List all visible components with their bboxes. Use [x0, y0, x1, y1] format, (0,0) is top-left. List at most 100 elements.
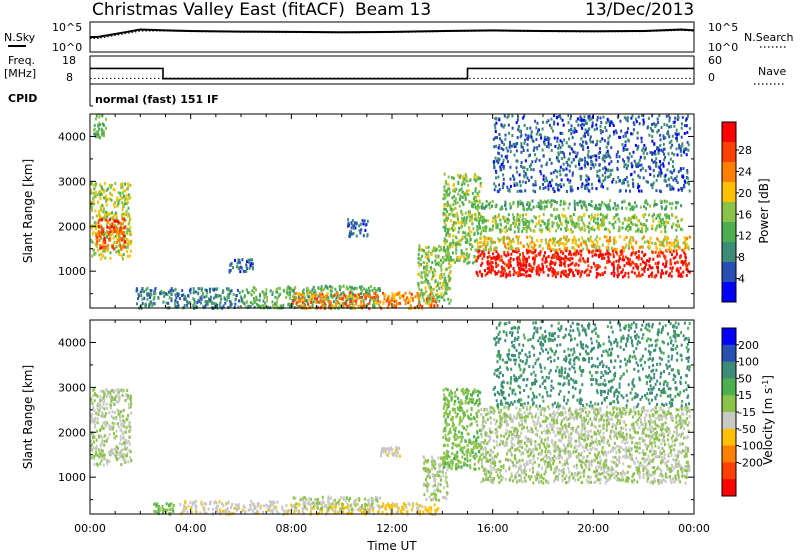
power-cell — [627, 246, 630, 250]
power-cell — [368, 289, 371, 293]
power-cell — [222, 304, 225, 308]
power-cell — [496, 215, 499, 219]
power-cell — [572, 252, 575, 256]
power-cell — [526, 201, 529, 204]
power-cell — [584, 260, 587, 264]
power-cell — [516, 204, 519, 208]
power-cell — [489, 260, 492, 264]
power-cell — [556, 139, 559, 143]
power-cell — [93, 127, 96, 131]
power-cell — [203, 295, 206, 299]
power-cell — [495, 176, 497, 180]
power-cell — [580, 137, 583, 141]
velocity-cell — [90, 447, 93, 451]
power-cell — [506, 149, 509, 153]
power-cell — [462, 202, 465, 206]
power-cell — [478, 176, 480, 180]
power-cell — [637, 174, 640, 178]
power-cell — [361, 305, 364, 309]
power-cell — [611, 122, 614, 126]
power-cell — [670, 269, 673, 273]
power-cell — [615, 259, 618, 263]
power-cell — [102, 239, 105, 243]
power-cell — [559, 219, 561, 223]
power-cell — [104, 249, 107, 253]
power-cell — [321, 304, 324, 307]
power-cell — [591, 225, 594, 229]
power-cell — [666, 248, 669, 252]
power-cell — [628, 240, 631, 244]
velocity-cell — [273, 501, 276, 505]
power-cell — [613, 132, 616, 136]
power-cell — [511, 126, 514, 130]
power-cell — [442, 260, 445, 264]
power-cell — [121, 191, 124, 195]
velocity-cell — [101, 398, 104, 402]
power-cell — [477, 203, 480, 207]
velocity-cell — [165, 502, 168, 506]
power-cell — [444, 284, 447, 288]
power-cell — [633, 206, 636, 210]
power-cell — [491, 268, 493, 272]
power-cell — [648, 245, 651, 249]
power-cell — [615, 153, 618, 156]
power-cell — [452, 234, 454, 238]
power-cell — [470, 204, 473, 208]
power-cell — [445, 239, 448, 243]
power-cell — [591, 121, 594, 125]
power-cell — [477, 194, 480, 198]
power-cell — [445, 267, 448, 271]
power-cell — [534, 119, 537, 123]
power-cell — [665, 114, 668, 118]
power-cell — [582, 259, 585, 263]
power-cell — [561, 167, 564, 171]
power-cell — [560, 227, 562, 231]
power-cell — [489, 201, 492, 205]
power-cell — [553, 240, 556, 244]
power-cell — [511, 246, 514, 250]
power-cell — [476, 274, 479, 277]
power-cell — [686, 181, 689, 185]
power-cell — [644, 224, 647, 228]
power-cell — [306, 302, 309, 306]
power-cell — [541, 257, 544, 261]
power-cell — [644, 263, 647, 267]
power-cell — [98, 213, 100, 217]
power-cell — [444, 228, 447, 232]
power-cell — [685, 273, 688, 277]
power-cell — [679, 167, 682, 171]
power-cell — [195, 305, 198, 309]
power-cell — [418, 297, 421, 301]
power-cell — [397, 291, 400, 295]
power-cell — [372, 303, 375, 307]
velocity-cell — [99, 455, 102, 459]
power-cell — [362, 292, 365, 296]
power-cell — [433, 268, 436, 272]
power-cell — [560, 185, 563, 189]
power-cell — [342, 284, 345, 288]
velocity-cell — [125, 441, 128, 445]
power-cell — [668, 202, 671, 206]
power-cell — [611, 168, 614, 172]
power-cell — [615, 131, 618, 135]
power-cell — [451, 227, 454, 231]
power-cell — [113, 219, 116, 223]
velocity-cell — [93, 435, 96, 439]
power-cell — [587, 116, 590, 120]
power-cell — [117, 239, 120, 243]
power-cell — [546, 179, 549, 183]
power-cell — [470, 230, 473, 234]
power-cell — [597, 152, 600, 155]
power-cell — [346, 295, 349, 299]
power-cell — [550, 199, 553, 203]
power-cell — [686, 176, 689, 180]
power-cell — [686, 169, 689, 172]
power-cell — [540, 164, 543, 168]
power-cell — [670, 274, 673, 278]
velocity-cell — [121, 394, 124, 397]
power-cell — [340, 292, 343, 296]
power-cell — [288, 302, 291, 306]
power-cell — [505, 246, 508, 250]
power-cell — [513, 153, 516, 157]
power-cell — [651, 158, 653, 162]
